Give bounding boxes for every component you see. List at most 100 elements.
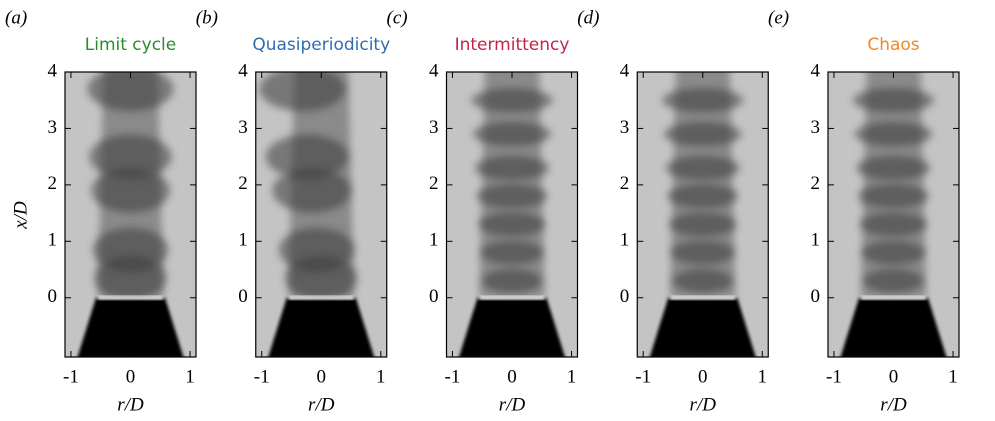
y-tick-label: 3 — [429, 117, 439, 138]
panel-label: (a) — [5, 7, 27, 28]
nozzle — [77, 297, 184, 357]
y-tick-label: 3 — [620, 117, 630, 138]
y-tick-label: 4 — [811, 60, 821, 81]
vortex-band — [473, 122, 551, 147]
panel-label: (d) — [577, 7, 599, 28]
x-axis-label: r/D — [117, 394, 144, 415]
y-tick-label: 3 — [238, 117, 248, 138]
vortex-band — [476, 184, 548, 209]
x-tick-label: 1 — [758, 366, 768, 387]
schlieren-image — [255, 72, 387, 357]
nozzle-edge — [479, 295, 545, 300]
vortex-band — [672, 268, 733, 293]
vortex-band — [272, 168, 352, 213]
x-tick-label: 0 — [317, 366, 327, 387]
nozzle — [840, 297, 947, 357]
schlieren-image — [446, 72, 578, 357]
panel-title: Limit cycle — [85, 35, 176, 55]
panel-label: (e) — [768, 7, 789, 28]
nozzle-edge — [97, 295, 164, 300]
x-tick-label: 1 — [376, 366, 386, 387]
nozzle — [649, 297, 756, 357]
x-axis-label: r/D — [690, 394, 717, 415]
y-tick-label: 0 — [620, 286, 630, 307]
x-axis-label: r/D — [308, 394, 335, 415]
vortex-band — [671, 240, 735, 265]
y-tick-label: 2 — [811, 173, 821, 194]
vortex-band — [278, 227, 354, 272]
vortex-band — [89, 134, 172, 179]
y-tick-label: 0 — [429, 286, 439, 307]
y-tick-label: 2 — [429, 173, 439, 194]
panel: -1 0 1 0 1 2 3 4 (c) Intermittency r/D — [387, 7, 579, 415]
vortex-band — [860, 212, 927, 237]
y-tick-label: 1 — [48, 230, 58, 251]
vortex-band — [669, 212, 737, 237]
y-tick-label: 3 — [811, 117, 821, 138]
x-tick-label: -1 — [635, 366, 651, 387]
schlieren-image — [65, 72, 196, 357]
x-tick-label: -1 — [254, 366, 270, 387]
nozzle-edge — [288, 295, 354, 300]
vortex-band — [482, 268, 542, 293]
y-tick-label: 4 — [238, 60, 248, 81]
x-tick-label: 1 — [185, 366, 195, 387]
vortex-band — [475, 155, 549, 180]
vortex-band — [265, 134, 349, 179]
schlieren-image — [637, 72, 769, 357]
y-tick-label: 1 — [811, 230, 821, 251]
y-tick-label: 4 — [429, 60, 439, 81]
vortex-band — [480, 240, 544, 265]
panel: -1 0 1 0 1 2 3 4 (b) Quasiperiodicity r/D — [196, 7, 390, 415]
vortex-band — [858, 184, 929, 209]
y-tick-label: 0 — [811, 286, 821, 307]
vortex-band — [259, 72, 346, 111]
panel-label: (c) — [387, 7, 408, 28]
x-axis-label: r/D — [880, 394, 907, 415]
panel: -1 0 1 0 1 2 3 4 (a) Limit cycle r/D x/D — [5, 7, 197, 415]
y-tick-label: 1 — [429, 230, 439, 251]
x-tick-label: 0 — [889, 366, 899, 387]
x-tick-label: 1 — [948, 366, 958, 387]
vortex-band — [861, 240, 926, 265]
y-tick-label: 2 — [238, 173, 248, 194]
vortex-band — [92, 227, 169, 272]
y-tick-label: 0 — [238, 286, 248, 307]
vortex-band — [91, 168, 170, 213]
vortex-band — [667, 184, 738, 209]
y-axis-label: x/D — [10, 201, 31, 230]
vortex-band — [87, 72, 174, 111]
x-tick-label: 1 — [567, 366, 577, 387]
y-tick-label: 4 — [48, 60, 58, 81]
nozzle — [459, 297, 565, 357]
x-tick-label: -1 — [63, 366, 79, 387]
vortex-band — [863, 268, 924, 293]
vortex-band — [665, 155, 740, 180]
vortex-band — [856, 155, 931, 180]
nozzle-edge — [670, 295, 736, 300]
y-tick-label: 2 — [48, 173, 58, 194]
x-tick-label: -1 — [445, 366, 461, 387]
nozzle-edge — [860, 295, 927, 300]
vortex-band — [853, 88, 934, 113]
schlieren-image — [828, 72, 959, 357]
y-tick-label: 3 — [48, 117, 58, 138]
y-tick-label: 1 — [620, 230, 630, 251]
x-tick-label: 0 — [507, 366, 517, 387]
x-tick-label: -1 — [826, 366, 842, 387]
y-tick-label: 4 — [620, 60, 630, 81]
panel-label: (b) — [196, 7, 218, 28]
panel: -1 0 1 0 1 2 3 4 (d) r/D — [577, 7, 769, 415]
panel-title: Quasiperiodicity — [252, 35, 390, 55]
y-tick-label: 2 — [620, 173, 630, 194]
panel-title: Intermittency — [455, 35, 570, 55]
x-axis-label: r/D — [499, 394, 526, 415]
vortex-band — [664, 122, 742, 147]
x-tick-label: 0 — [126, 366, 136, 387]
x-tick-label: 0 — [698, 366, 708, 387]
y-tick-label: 1 — [238, 230, 248, 251]
vortex-band — [478, 212, 546, 237]
vortex-band — [854, 122, 933, 147]
vortex-band — [662, 88, 744, 113]
vortex-band — [471, 88, 553, 113]
